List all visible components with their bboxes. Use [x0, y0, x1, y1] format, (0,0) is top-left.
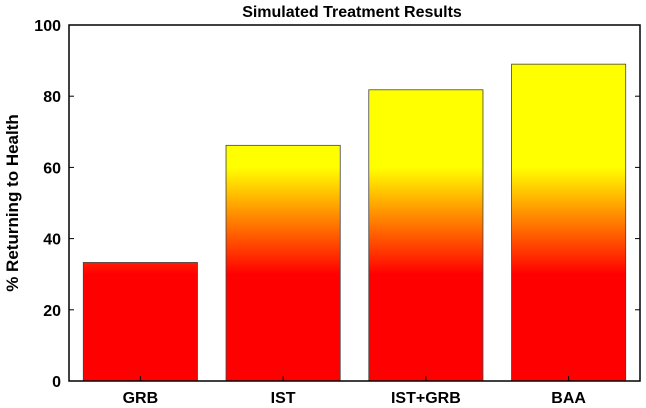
axes-frame	[68, 24, 641, 382]
y-tick-label: 100	[34, 18, 61, 35]
bar-ist	[225, 144, 341, 382]
x-tick-label: BAA	[551, 390, 586, 407]
bar-grb	[82, 262, 198, 382]
y-tick-label: 0	[52, 374, 61, 391]
bar-ist-grb	[368, 89, 484, 382]
x-tick-label: IST+GRB	[391, 390, 461, 407]
x-tick-label: IST	[271, 390, 296, 407]
y-tick-label: 60	[43, 160, 61, 177]
y-axis-label: % Returning to Health	[3, 114, 22, 292]
bars-group	[82, 63, 627, 382]
chart-title: Simulated Treatment Results	[242, 4, 462, 21]
y-tick-label: 40	[43, 232, 61, 249]
y-tick-label: 80	[43, 89, 61, 106]
y-axis-ticks: 0 20 40 60 80 100	[34, 18, 640, 391]
x-axis-categories: GRB IST IST+GRB BAA	[123, 376, 586, 407]
bar-baa	[511, 63, 627, 382]
y-tick-label: 20	[43, 303, 61, 320]
x-tick-label: GRB	[123, 390, 159, 407]
